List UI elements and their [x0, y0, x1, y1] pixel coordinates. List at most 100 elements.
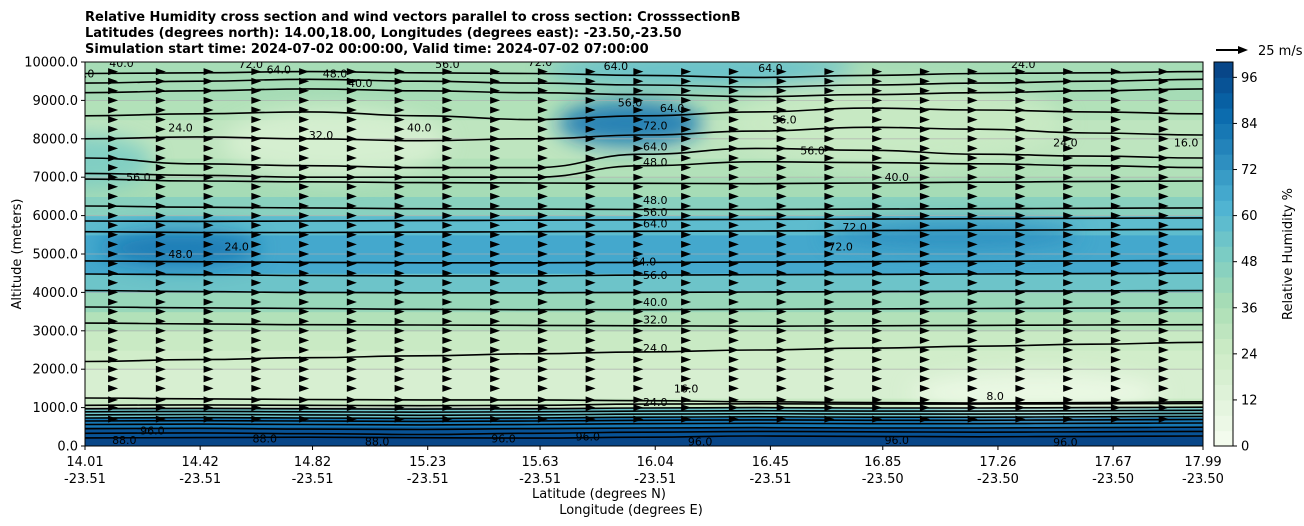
wind-vector [728, 240, 739, 248]
wind-vector [394, 250, 405, 258]
wind-vector [919, 212, 930, 220]
wind-vector [1158, 308, 1169, 316]
wind-vector [919, 346, 930, 354]
wind-vector [1110, 260, 1121, 268]
wind-vector [537, 384, 548, 392]
wind-vector [490, 164, 501, 172]
title-line-2: Latitudes (degrees north): 14.00,18.00, … [85, 26, 682, 41]
wind-vector [633, 269, 644, 277]
wind-vector [872, 68, 883, 76]
contour-label: 96.0 [688, 435, 713, 448]
wind-vector [442, 77, 453, 85]
wind-vector [776, 279, 787, 287]
wind-vector [681, 250, 692, 258]
wind-vector [442, 346, 453, 354]
wind-vector [203, 231, 214, 239]
wind-vector [1158, 365, 1169, 373]
wind-vector [728, 135, 739, 143]
wind-vector [394, 327, 405, 335]
wind-vector [585, 384, 596, 392]
wind-vector [824, 87, 835, 95]
wind-vector [203, 212, 214, 220]
contour-label: 56.0 [618, 96, 643, 109]
wind-vector [490, 298, 501, 306]
wind-vector [1015, 154, 1026, 162]
wind-vector [633, 164, 644, 172]
wind-vector [1158, 116, 1169, 124]
wind-vector [490, 384, 501, 392]
wind-vector [299, 384, 310, 392]
contour-label: 64.0 [643, 217, 668, 230]
wind-vector [155, 173, 166, 181]
wind-vector [1063, 221, 1074, 229]
wind-vector [299, 231, 310, 239]
wind-vector [1158, 288, 1169, 296]
wind-vector [203, 308, 214, 316]
wind-vector [1158, 144, 1169, 152]
contour-label: 48.0 [168, 248, 193, 261]
x-axis-label-lon: Longitude (degrees E) [559, 503, 703, 518]
wind-vector [1158, 192, 1169, 200]
wind-vector [394, 68, 405, 76]
wind-vector [824, 240, 835, 248]
wind-vector [299, 202, 310, 210]
wind-vector [1110, 125, 1121, 133]
wind-vector [537, 202, 548, 210]
rh-band [85, 417, 1203, 428]
wind-vector [394, 231, 405, 239]
wind-vector [346, 365, 357, 373]
wind-vector [633, 375, 644, 383]
x-tick-label-lat: 14.01 [66, 455, 103, 470]
wind-vector [346, 346, 357, 354]
wind-vector [1063, 96, 1074, 104]
wind-vector [155, 183, 166, 191]
wind-vector [1110, 269, 1121, 277]
wind-vector [155, 68, 166, 76]
wind-vector [1063, 279, 1074, 287]
wind-vector [1158, 375, 1169, 383]
wind-vector [872, 173, 883, 181]
wind-vector [490, 346, 501, 354]
wind-vector [537, 106, 548, 114]
wind-vector [824, 279, 835, 287]
wind-vector [155, 317, 166, 325]
wind-vector [537, 173, 548, 181]
wind-vector [776, 144, 787, 152]
contour-line-48.0 [85, 412, 1203, 417]
wind-vector [681, 125, 692, 133]
x-tick-label-lat: 15.63 [521, 455, 558, 470]
wind-vector [299, 404, 310, 412]
wind-vector [728, 183, 739, 191]
wind-vector [203, 173, 214, 181]
colorbar-band [1214, 77, 1233, 94]
wind-vector [681, 269, 692, 277]
y-tick-label: 10000.0 [24, 56, 78, 71]
wind-vector [442, 212, 453, 220]
wind-vector [919, 250, 930, 258]
wind-vector [919, 116, 930, 124]
wind-vector [394, 260, 405, 268]
colorbar-band [1214, 430, 1233, 447]
wind-vector [394, 384, 405, 392]
wind-vector [1015, 68, 1026, 76]
wind-vector [108, 125, 119, 133]
wind-vector [967, 87, 978, 95]
wind-vector [585, 212, 596, 220]
wind-vector [203, 298, 214, 306]
contour-label: 24.0 [1053, 137, 1078, 150]
wind-vector [490, 144, 501, 152]
wind-vector [346, 125, 357, 133]
contour-line-40.0 [85, 409, 1203, 414]
wind-vector [728, 221, 739, 229]
wind-vector [967, 192, 978, 200]
colorbar-tick-label: 84 [1241, 117, 1258, 132]
x-tick-label-lon: -23.51 [179, 472, 221, 487]
wind-vector [490, 415, 501, 423]
wind-vector [824, 68, 835, 76]
wind-vector [1063, 375, 1074, 383]
wind-vector [299, 240, 310, 248]
wind-vector [203, 154, 214, 162]
wind-vector [442, 116, 453, 124]
wind-vector [1110, 116, 1121, 124]
wind-vector [490, 106, 501, 114]
